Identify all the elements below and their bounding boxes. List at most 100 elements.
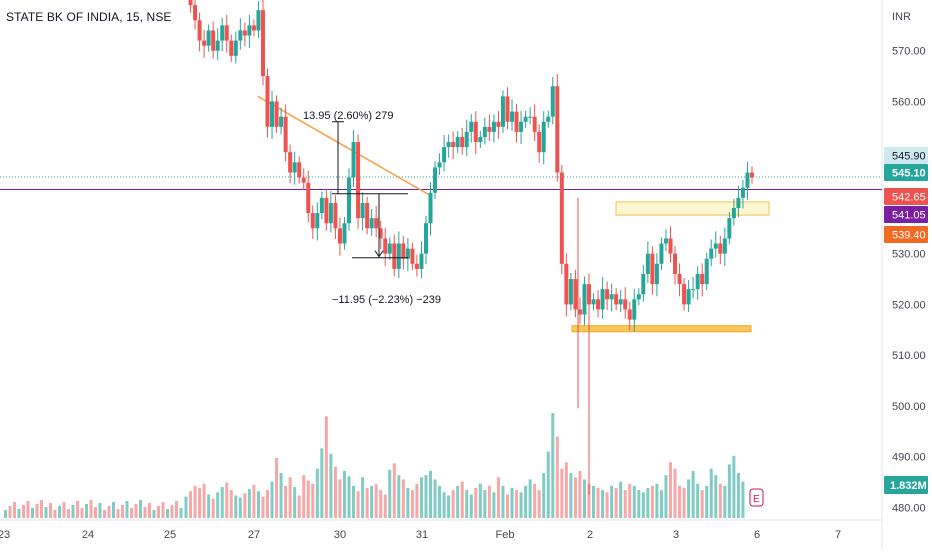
candle xyxy=(233,40,238,56)
candle xyxy=(324,197,329,224)
candle xyxy=(731,208,736,219)
volume-bar xyxy=(311,483,315,518)
volume-bar xyxy=(134,504,138,518)
candle xyxy=(677,273,682,285)
volume-bar xyxy=(202,483,206,518)
candle xyxy=(745,172,750,188)
volume-bar xyxy=(44,507,48,518)
volume-bar xyxy=(406,488,410,518)
volume-badge-label: 1.832M xyxy=(890,480,927,492)
price-badge xyxy=(884,226,928,243)
volume-bar xyxy=(125,501,129,518)
volume-bar xyxy=(659,490,663,518)
y-tick-label: 510.00 xyxy=(892,350,926,362)
volume-bar xyxy=(528,479,532,518)
volume-bar xyxy=(655,483,659,518)
candle xyxy=(528,116,533,118)
price-badge-label: 545.10 xyxy=(892,168,926,180)
candle xyxy=(596,299,601,310)
volume-bar xyxy=(315,468,319,518)
volume-bar xyxy=(347,476,351,518)
candle xyxy=(559,172,564,264)
candle xyxy=(315,213,320,229)
x-tick-label: 31 xyxy=(416,529,428,541)
volume-bar xyxy=(62,502,66,518)
volume-bar xyxy=(429,470,433,518)
volume-bar xyxy=(26,501,30,518)
y-tick-label: 480.00 xyxy=(892,502,926,514)
volume-bar xyxy=(270,481,274,518)
volume-bar xyxy=(601,490,605,518)
volume-bar xyxy=(53,510,57,518)
candle xyxy=(428,192,433,224)
volume-bar xyxy=(225,482,229,518)
candle xyxy=(211,30,216,51)
volume-bar xyxy=(496,477,500,518)
volume-bar xyxy=(687,479,691,518)
candle xyxy=(537,131,542,153)
candle xyxy=(279,116,284,127)
volume-bar xyxy=(329,453,333,518)
candle xyxy=(713,243,718,249)
price-badge-label: 539.40 xyxy=(892,230,926,242)
candle xyxy=(541,121,546,153)
candle xyxy=(310,213,315,229)
volume-bar xyxy=(370,485,374,518)
volume-bar xyxy=(94,507,97,518)
volume-bar xyxy=(555,436,559,518)
candle xyxy=(306,182,311,214)
candle xyxy=(333,202,338,229)
volume-bar xyxy=(628,483,632,518)
volume-bar xyxy=(650,485,654,518)
candle xyxy=(256,10,261,31)
candle xyxy=(500,96,505,127)
candle xyxy=(623,299,628,310)
candle xyxy=(392,243,397,269)
candle xyxy=(709,248,714,259)
candle xyxy=(356,142,361,219)
x-tick-label: 25 xyxy=(164,529,176,541)
candle xyxy=(532,116,537,132)
candle xyxy=(419,253,424,269)
volume-bar xyxy=(682,488,686,518)
candle xyxy=(605,289,610,300)
volume-bar xyxy=(696,483,700,518)
candle xyxy=(383,238,388,254)
volume-bar xyxy=(424,475,428,518)
volume-bar xyxy=(71,505,75,518)
candle xyxy=(663,238,668,244)
candle xyxy=(215,40,220,51)
candle xyxy=(591,299,596,305)
candle xyxy=(414,263,419,269)
volume-bar xyxy=(582,479,586,518)
volume-bar xyxy=(338,479,342,518)
volume-bar xyxy=(510,488,514,518)
volume-bar xyxy=(632,485,636,518)
volume-bar xyxy=(678,485,682,518)
volume-bar xyxy=(546,451,550,518)
candle xyxy=(523,116,528,122)
measure-arrow xyxy=(374,250,384,258)
volume-bar xyxy=(592,485,596,518)
volume-bar xyxy=(451,490,455,518)
volume-bar xyxy=(505,494,509,518)
candle xyxy=(405,248,410,259)
volume-bar xyxy=(605,492,609,518)
candle xyxy=(546,116,551,122)
volume-bar xyxy=(130,508,133,518)
candle xyxy=(645,253,650,274)
y-tick-label: 500.00 xyxy=(892,401,926,413)
volume-bar xyxy=(8,506,12,518)
volume-bar xyxy=(379,490,383,518)
volume-bar xyxy=(623,490,627,518)
volume-bar xyxy=(465,490,469,518)
candle xyxy=(704,258,709,285)
volume-bar xyxy=(198,488,202,518)
volume-bar xyxy=(67,509,70,518)
volume-bar xyxy=(533,483,537,518)
volume-bar xyxy=(397,475,401,518)
candle xyxy=(505,96,510,122)
volume-bar xyxy=(116,509,120,518)
volume-bar xyxy=(229,490,233,518)
volume-bar xyxy=(40,500,43,518)
